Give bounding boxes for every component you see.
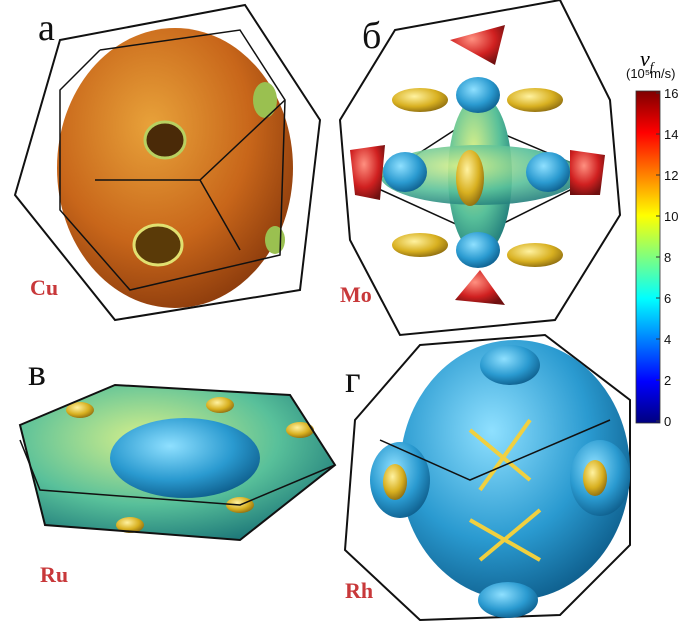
fermi-surface [468, 418, 542, 562]
fermi-surface [350, 145, 385, 200]
colorbar-title: vf [640, 46, 656, 74]
colorbar: vf (10⁵m/s) 0 2 4 6 8 10 12 14 16 [626, 46, 678, 429]
fermi-surface [383, 464, 407, 500]
neck [253, 82, 277, 118]
subscript: f [650, 59, 656, 74]
tick-label: 4 [664, 332, 671, 347]
fermi-surface [450, 25, 505, 65]
fermi-surface [206, 397, 234, 413]
panel-ru: в Ru [18, 352, 337, 587]
fermi-surface [480, 345, 540, 385]
brillouin-zone [338, 0, 622, 337]
panel-label: а [38, 7, 55, 49]
fermi-surface [66, 402, 94, 418]
tick-label: 2 [664, 373, 671, 388]
panel-mo: б Mo [338, 0, 622, 337]
fermi-surface [455, 270, 505, 305]
fermi-surface [383, 152, 427, 192]
fermi-surface [478, 582, 538, 618]
fermi-surface [526, 152, 570, 192]
fermi-surface [507, 88, 563, 112]
element-label: Rh [345, 578, 373, 603]
tick-label: 14 [664, 127, 678, 142]
panel-label: б [362, 15, 381, 57]
neck [143, 120, 187, 160]
element-label: Ru [40, 562, 68, 587]
neck [132, 223, 184, 267]
tick-label: 0 [664, 414, 671, 429]
fermi-surface [286, 422, 314, 438]
fermi-surface [456, 232, 500, 268]
brillouin-zone [199, 179, 241, 251]
fermi-surface [456, 77, 500, 113]
colorbar-unit: (10⁵m/s) [626, 66, 675, 81]
fermi-surface [456, 150, 484, 206]
brillouin-zone [379, 419, 611, 481]
panel-label: в [28, 352, 46, 394]
panel-cu: а Cu [13, 3, 322, 322]
fermi-surface [392, 233, 448, 257]
fermi-surface [57, 28, 293, 308]
fermi-surface [110, 418, 260, 498]
panel-label: г [345, 359, 361, 401]
fermi-surface [507, 243, 563, 267]
fermi-surface [392, 88, 448, 112]
tick-label: 6 [664, 291, 671, 306]
tick-label: 12 [664, 168, 678, 183]
tick-label: 10 [664, 209, 678, 224]
fermi-surface [570, 150, 605, 195]
neck [265, 226, 285, 254]
tick-label: 8 [664, 250, 671, 265]
symbol: v [640, 46, 650, 71]
brillouin-zone [59, 29, 286, 291]
brillouin-zone [13, 3, 322, 322]
fermi-surface [583, 460, 607, 496]
tick-label: 16 [664, 86, 678, 101]
element-label: Mo [340, 282, 372, 307]
brillouin-zone [19, 439, 336, 506]
brillouin-zone [343, 333, 631, 621]
element-label: Cu [30, 275, 58, 300]
panel-rh: г Rh [343, 333, 631, 621]
fermi-surface [116, 517, 144, 533]
